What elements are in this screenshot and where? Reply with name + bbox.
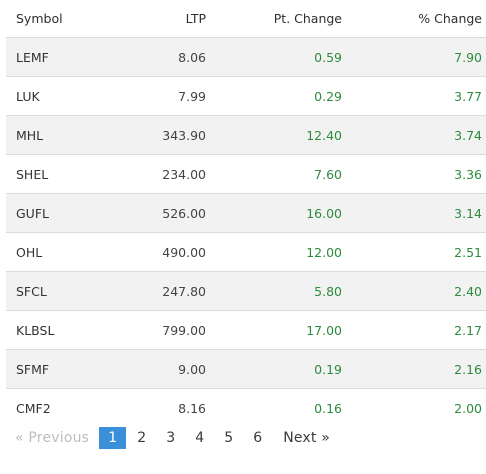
- pct-change-cell: 2.17: [342, 310, 486, 350]
- column-header-pt-change[interactable]: Pt. Change: [206, 0, 342, 38]
- pt-change-cell: 17.00: [206, 310, 342, 350]
- symbol-cell[interactable]: CMF2: [16, 400, 51, 416]
- ltp-cell: 8.06: [128, 37, 206, 77]
- pt-change-cell: 0.59: [206, 37, 342, 77]
- ltp-cell: 247.80: [128, 271, 206, 311]
- pt-change-cell: 12.40: [206, 115, 342, 155]
- pct-change-cell: 3.74: [342, 115, 486, 155]
- ltp-cell: 9.00: [128, 349, 206, 389]
- table-row: GUFL 526.00 16.00 3.14: [6, 193, 486, 233]
- table-row: OHL 490.00 12.00 2.51: [6, 232, 486, 272]
- table-row: MHL 343.90 12.40 3.74: [6, 115, 486, 155]
- symbol-cell[interactable]: MHL: [6, 115, 128, 155]
- pct-change-cell: 3.77: [342, 76, 486, 116]
- column-header-pct-change[interactable]: % Change: [342, 0, 486, 38]
- table-header-row: Symbol LTP Pt. Change % Change: [6, 0, 486, 38]
- ltp-cell: 343.90: [128, 115, 206, 155]
- pct-change-cell: 2.51: [342, 232, 486, 272]
- pt-change-cell: 0.19: [206, 349, 342, 389]
- symbol-cell[interactable]: SHEL: [6, 154, 128, 194]
- table-row: LUK 7.99 0.29 3.77: [6, 76, 486, 116]
- symbol-cell[interactable]: LUK: [6, 76, 128, 116]
- page-link-4[interactable]: 4: [195, 430, 205, 446]
- ltp-cell: 526.00: [128, 193, 206, 233]
- symbol-cell[interactable]: SFMF: [6, 349, 128, 389]
- pt-change-cell: 0.29: [206, 76, 342, 116]
- table-row: SHEL 234.00 7.60 3.36: [6, 154, 486, 194]
- next-page-link[interactable]: Next »: [283, 430, 331, 446]
- table-row: LEMF 8.06 0.59 7.90: [6, 37, 486, 77]
- page-link-6[interactable]: 6: [253, 430, 263, 446]
- ltp-cell: 7.99: [128, 76, 206, 116]
- page-link-5[interactable]: 5: [224, 430, 234, 446]
- pct-change-cell: 2.00: [454, 400, 482, 416]
- symbol-cell[interactable]: GUFL: [6, 193, 128, 233]
- table-row: SFCL 247.80 5.80 2.40: [6, 271, 486, 311]
- symbol-cell[interactable]: KLBSL: [6, 310, 128, 350]
- pt-change-cell: 16.00: [206, 193, 342, 233]
- pagination: « Previous 1 2 3 4 5 6 Next »: [15, 427, 330, 449]
- column-header-symbol[interactable]: Symbol: [6, 0, 128, 38]
- pt-change-cell: 7.60: [206, 154, 342, 194]
- pct-change-cell: 3.36: [342, 154, 486, 194]
- pct-change-cell: 2.40: [342, 271, 486, 311]
- table-row: KLBSL 799.00 17.00 2.17: [6, 310, 486, 350]
- symbol-cell[interactable]: LEMF: [6, 37, 128, 77]
- pct-change-cell: 3.14: [342, 193, 486, 233]
- page-link-1[interactable]: 1: [99, 427, 127, 449]
- gainers-table: Symbol LTP Pt. Change % Change LEMF 8.06…: [6, 0, 486, 427]
- pct-change-cell: 7.90: [342, 37, 486, 77]
- column-header-ltp[interactable]: LTP: [128, 0, 206, 38]
- page-link-3[interactable]: 3: [166, 430, 176, 446]
- symbol-cell[interactable]: SFCL: [6, 271, 128, 311]
- ltp-cell: 799.00: [128, 310, 206, 350]
- ltp-cell: 8.16: [178, 400, 206, 416]
- table-row: CMF2 8.16 0.16 2.00: [6, 389, 486, 428]
- table-row: SFMF 9.00 0.19 2.16: [6, 349, 486, 389]
- pct-change-cell: 2.16: [342, 349, 486, 389]
- pt-change-cell: 12.00: [206, 232, 342, 272]
- pt-change-cell: 0.16: [314, 400, 342, 416]
- previous-page-link[interactable]: « Previous: [15, 430, 90, 446]
- ltp-cell: 234.00: [128, 154, 206, 194]
- symbol-cell[interactable]: OHL: [6, 232, 128, 272]
- pt-change-cell: 5.80: [206, 271, 342, 311]
- ltp-cell: 490.00: [128, 232, 206, 272]
- page-link-2[interactable]: 2: [137, 430, 147, 446]
